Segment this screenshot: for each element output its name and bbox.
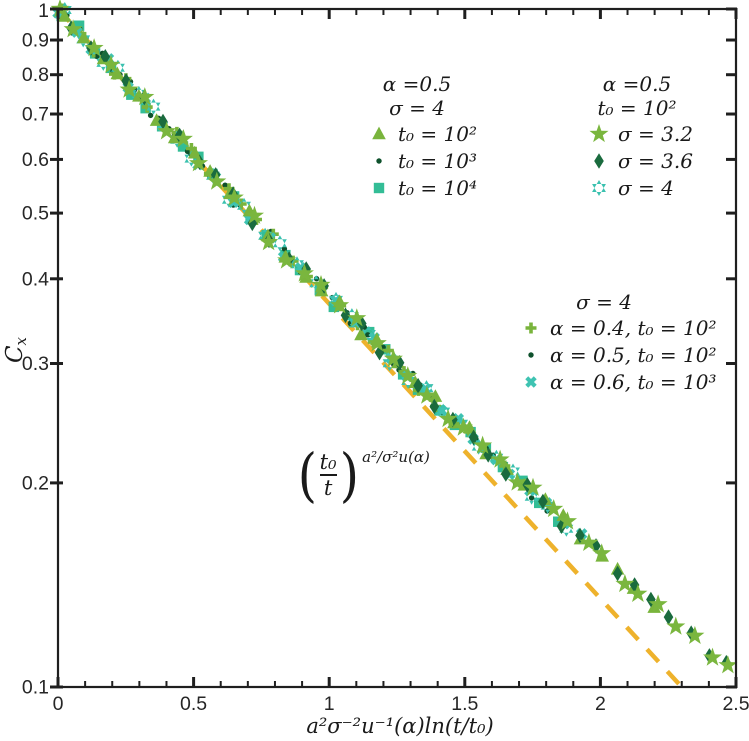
- legend3-row-alpha-0-5: α = 0.5, t₀ = 10²: [518, 341, 717, 368]
- legend-sigma-variation: α =0.5 t₀ = 10² σ = 3.2 σ = 3.6 σ = 4: [556, 72, 718, 201]
- legend3-row-alpha-0-6-label: α = 0.6, t₀ = 10³: [550, 369, 717, 394]
- y-tick-label: 0.8: [22, 64, 49, 86]
- legend1-header-sigma: σ = 4: [389, 96, 445, 120]
- legend3-header-sigma: σ = 4: [576, 290, 632, 314]
- y-tick-label: 0.7: [22, 104, 49, 126]
- data-point: [702, 647, 723, 666]
- data-point: [612, 565, 623, 582]
- x-tick-label: 2: [595, 693, 606, 715]
- legend1-row-t0-10000-label: t₀ = 10⁴: [398, 175, 477, 200]
- legend3-row-alpha-0-5-label: α = 0.5, t₀ = 10²: [550, 342, 717, 367]
- y-tick-label: 0.4: [22, 268, 49, 290]
- xcross-marker-icon: [522, 373, 540, 390]
- legend2-row-sigma-3-2: σ = 3.2: [586, 120, 718, 147]
- fraction-denominator: t: [323, 476, 333, 500]
- x-tick-label: 2.5: [722, 693, 749, 715]
- legend3-row-alpha-0-6: α = 0.6, t₀ = 10³: [518, 368, 717, 395]
- legend2-header-t0: t₀ = 10²: [597, 96, 677, 120]
- legend1-row-t0-1000: t₀ = 10³: [366, 147, 498, 174]
- legend2-row-sigma-3-6: σ = 3.6: [586, 147, 718, 174]
- y-tick-label: 0.2: [22, 472, 49, 494]
- open-paren: (: [297, 441, 317, 509]
- x-tick-label: 1.5: [451, 693, 478, 715]
- plus-marker-icon: [525, 322, 537, 333]
- y-axis-label: Cx: [2, 320, 30, 380]
- legend2-row-sigma-3-6-label: σ = 3.6: [618, 148, 693, 173]
- dot-marker-icon: [528, 351, 534, 358]
- y-axis-label-sub: x: [12, 336, 30, 346]
- x-tick-label: 0: [53, 693, 64, 715]
- star-marker-icon: [589, 123, 609, 142]
- powerlaw-annotation: ( t₀ t ) a²/σ²u(α): [296, 446, 430, 504]
- y-axis-label-main: C: [2, 345, 28, 364]
- legend1-row-t0-100: t₀ = 10²: [366, 120, 498, 147]
- fraction-numerator: t₀: [319, 450, 337, 474]
- y-tick-label: 0.1: [22, 677, 49, 699]
- legend-t0-variation: α =0.5 σ = 4 t₀ = 10² t₀ = 10³ t₀ = 10⁴: [336, 72, 498, 201]
- fraction-t0-over-t: t₀ t: [319, 450, 337, 500]
- axes-frame: [56, 7, 738, 689]
- y-tick-label: 0.5: [22, 203, 49, 225]
- hexagram-marker-icon: [592, 179, 606, 196]
- triangle-marker-icon: [372, 126, 386, 139]
- data-point: [685, 625, 705, 644]
- close-paren: ): [339, 441, 359, 509]
- x-tick-label: 0.5: [180, 693, 207, 715]
- legend1-row-t0-10000: t₀ = 10⁴: [366, 174, 498, 201]
- legend3-row-alpha-0-4-label: α = 0.4, t₀ = 10²: [550, 315, 717, 340]
- legend2-row-sigma-3-2-label: σ = 3.2: [618, 121, 693, 146]
- annotation-exponent: a²/σ²u(α): [362, 448, 430, 466]
- legend1-header-alpha: α =0.5: [382, 72, 452, 96]
- y-tick-label: 1: [38, 0, 49, 22]
- y-tick-label: 0.9: [22, 30, 49, 52]
- axis-ticks: [50, 7, 738, 689]
- legend1-row-t0-1000-label: t₀ = 10³: [398, 148, 477, 173]
- x-axis-label: a²σ⁻²u⁻¹(α)ln(t/t₀): [306, 714, 494, 738]
- data-point: [147, 112, 154, 119]
- axis-tick-labels: 0 0.5 1 1.5 2 2.5 1 0.9 0.8 0.7 0.6 0.5 0.4 0.3 0.2 0.1: [22, 0, 749, 715]
- legend2-row-sigma-4: σ = 4: [586, 174, 718, 201]
- legend1-row-t0-100-label: t₀ = 10²: [398, 121, 477, 146]
- y-tick-label: 0.6: [22, 149, 49, 171]
- fraction-bar: [319, 474, 337, 476]
- y-tick-label: 0.3: [22, 353, 49, 375]
- data-point: [718, 655, 738, 674]
- data-point: [663, 609, 674, 625]
- legend-alpha-variation: σ = 4 α = 0.4, t₀ = 10² α = 0.5, t₀ = 10…: [494, 290, 717, 395]
- x-tick-label: 1: [324, 693, 335, 715]
- dot-marker-icon: [376, 157, 382, 164]
- legend3-row-alpha-0-4: α = 0.4, t₀ = 10²: [518, 314, 717, 341]
- square-marker-icon: [373, 182, 385, 193]
- legend2-row-sigma-4-label: σ = 4: [618, 175, 674, 200]
- diamond-marker-icon: [594, 152, 604, 169]
- data-point: [528, 495, 535, 501]
- legend2-header-alpha: α =0.5: [602, 72, 672, 96]
